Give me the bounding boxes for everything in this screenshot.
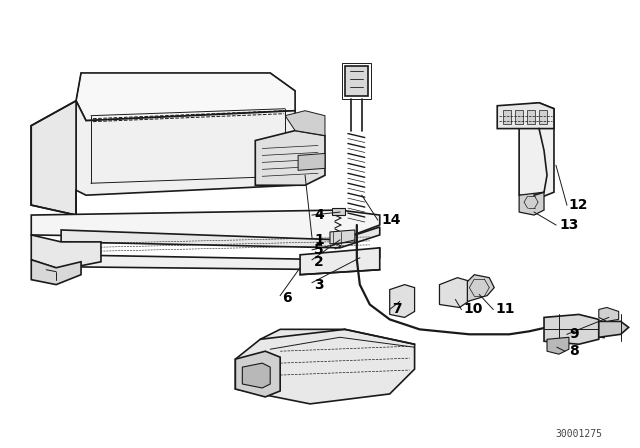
Polygon shape [503,110,511,124]
Polygon shape [497,103,554,129]
Text: 14: 14 [381,213,401,227]
Polygon shape [332,208,345,215]
Polygon shape [76,73,295,121]
Polygon shape [440,278,471,307]
Polygon shape [61,248,380,270]
Text: 7: 7 [392,302,401,316]
Polygon shape [61,227,380,248]
Polygon shape [31,101,76,215]
Text: 30001275: 30001275 [556,429,602,439]
Polygon shape [31,260,81,284]
Polygon shape [76,101,295,195]
Polygon shape [330,230,355,244]
Text: 11: 11 [495,302,515,316]
Polygon shape [599,307,619,321]
Text: 10: 10 [463,302,483,316]
Polygon shape [255,130,325,185]
Polygon shape [345,66,368,96]
Polygon shape [544,314,599,344]
Polygon shape [243,363,270,388]
Text: 6: 6 [282,291,292,305]
Polygon shape [539,110,547,124]
Polygon shape [467,275,494,302]
Text: 4: 4 [314,208,324,222]
Text: 1: 1 [314,233,324,247]
Polygon shape [519,192,544,215]
Text: 9: 9 [569,327,579,341]
Polygon shape [31,210,380,240]
Polygon shape [300,248,380,275]
Polygon shape [547,337,569,354]
Polygon shape [236,351,280,397]
Text: 8: 8 [569,344,579,358]
Polygon shape [31,235,101,270]
Polygon shape [527,110,535,124]
Polygon shape [599,321,628,337]
Polygon shape [298,154,325,170]
Text: 12: 12 [569,198,588,212]
Polygon shape [515,110,523,124]
Text: 5: 5 [314,243,324,257]
Text: 2: 2 [314,255,324,269]
Polygon shape [390,284,415,318]
Polygon shape [236,329,415,404]
Text: 3: 3 [314,278,324,292]
Text: 13: 13 [559,218,579,232]
Polygon shape [519,103,554,198]
Polygon shape [285,111,325,136]
